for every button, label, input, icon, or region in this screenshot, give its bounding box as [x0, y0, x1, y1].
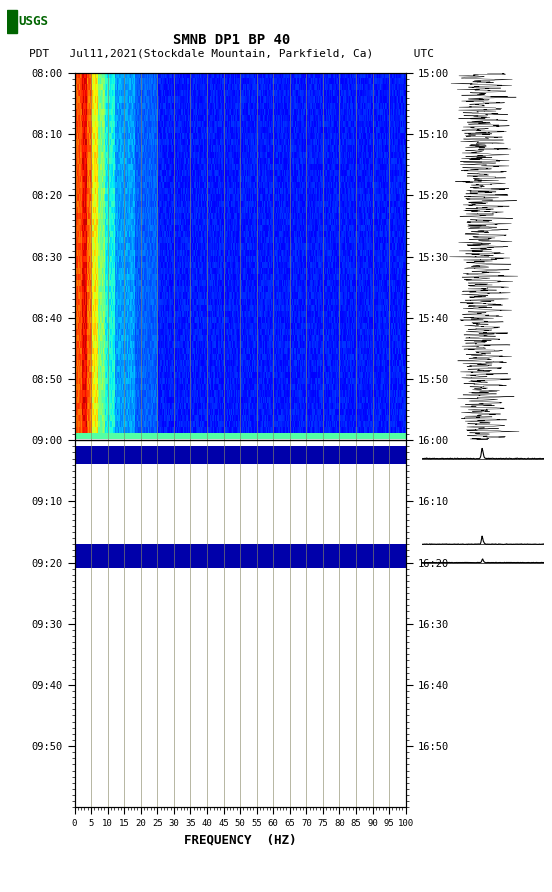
Text: USGS: USGS	[19, 15, 49, 28]
Text: PDT   Jul11,2021(Stockdale Mountain, Parkfield, Ca)      UTC: PDT Jul11,2021(Stockdale Mountain, Parkf…	[29, 48, 434, 59]
Text: SMNB DP1 BP 40: SMNB DP1 BP 40	[173, 33, 290, 47]
Bar	[7, 10, 17, 33]
X-axis label: FREQUENCY  (HZ): FREQUENCY (HZ)	[184, 834, 296, 847]
